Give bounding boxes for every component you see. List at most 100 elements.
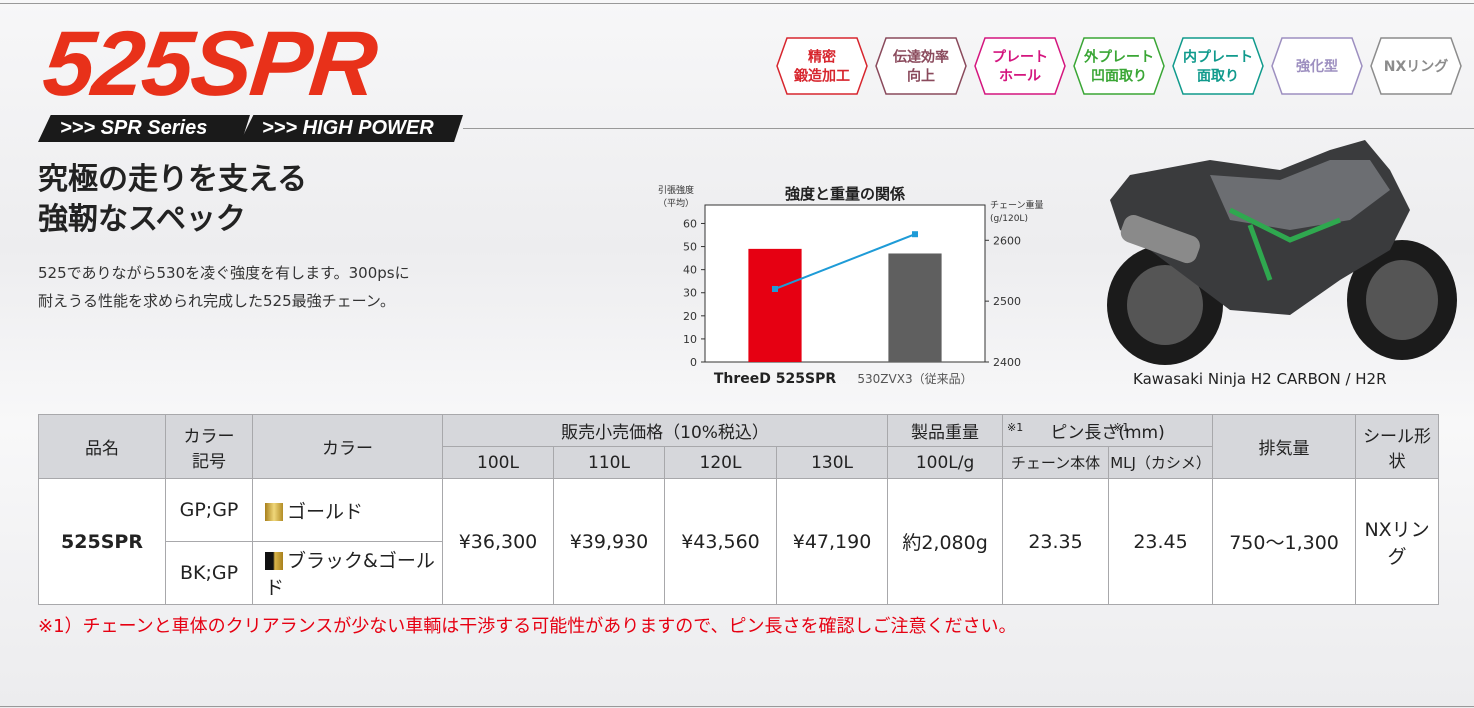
note-mark: ※1 bbox=[1113, 421, 1130, 434]
header-cell: 100L bbox=[442, 446, 554, 479]
description-line: 耐えうる性能を求められ完成した525最強チェーン。 bbox=[38, 292, 395, 310]
heading-line: 強靭なスペック bbox=[38, 202, 246, 237]
y-tick-label: 40 bbox=[683, 264, 697, 277]
header-cell: MLJ（カシメ） bbox=[1108, 446, 1214, 479]
badge-text: 面取り bbox=[1197, 69, 1239, 85]
bottom-rule bbox=[0, 706, 1474, 707]
y-tick-label: 0 bbox=[690, 356, 697, 369]
badge-text: 精密 bbox=[808, 49, 836, 66]
price: ¥36,300 bbox=[442, 478, 554, 605]
badge bbox=[974, 37, 1066, 95]
pin-value: 23.45 bbox=[1133, 530, 1188, 553]
badge-text: 向上 bbox=[907, 68, 935, 85]
pin-value: 23.35 bbox=[1028, 530, 1083, 553]
badge-text: 外プレート bbox=[1083, 49, 1154, 66]
top-rule bbox=[0, 3, 1474, 4]
header-cell: 製品重量 bbox=[887, 414, 1004, 447]
y-tick-label: 50 bbox=[683, 241, 697, 254]
header-cell: 排気量 bbox=[1212, 414, 1357, 479]
x-tick-label: ThreeD 525SPR bbox=[714, 371, 836, 387]
header-line: 記号 bbox=[192, 451, 226, 472]
color-cell: ゴールド bbox=[252, 478, 443, 542]
header-cell: カラー bbox=[252, 414, 443, 479]
badge-text: 内プレート bbox=[1183, 49, 1253, 66]
product-title: 525SPR bbox=[38, 13, 381, 115]
motorcycle-image bbox=[1107, 140, 1457, 365]
y2-axis-label: チェーン重量 bbox=[990, 199, 1044, 211]
y2-axis-label: (g/120L) bbox=[990, 214, 1028, 224]
seal: NXリング bbox=[1355, 478, 1440, 605]
badge-text: 強化型 bbox=[1296, 58, 1338, 75]
y-tick-label: 10 bbox=[683, 333, 697, 346]
header-cell: チェーン本体 bbox=[1002, 446, 1110, 479]
header-cell: 120L bbox=[664, 446, 777, 479]
header-cell: 100L/g bbox=[887, 446, 1004, 479]
y-axis-label: （平均） bbox=[658, 197, 694, 209]
badge-text: プレート bbox=[992, 50, 1048, 66]
y2-tick-label: 2500 bbox=[993, 295, 1021, 308]
color-code: GP;GP bbox=[165, 478, 253, 542]
heading-line: 究極の走りを支える bbox=[38, 162, 308, 197]
badge bbox=[1073, 37, 1165, 95]
header-rule bbox=[463, 128, 1474, 129]
note-mark: ※1 bbox=[1007, 421, 1024, 434]
header-cell: 110L bbox=[553, 446, 665, 479]
color-name: ゴールド bbox=[287, 500, 364, 523]
y2-tick-label: 2600 bbox=[993, 234, 1021, 247]
header-line: カラー bbox=[183, 426, 235, 447]
color-cell: ブラック&ゴールド bbox=[252, 541, 443, 605]
gold-swatch bbox=[265, 502, 283, 521]
line bbox=[774, 233, 916, 290]
y-tick-label: 60 bbox=[683, 217, 697, 230]
y-axis-label: 引張強度 bbox=[658, 184, 694, 196]
header-cell: 品名 bbox=[38, 414, 166, 479]
x-tick-label: 530ZVX3（従来品） bbox=[857, 372, 972, 386]
badge bbox=[1172, 37, 1264, 95]
badge-text: NXリング bbox=[1384, 58, 1449, 75]
header-cell: ピン長さ(mm) bbox=[1002, 414, 1214, 447]
product-name: 525SPR bbox=[38, 478, 166, 605]
badge-text: 凹面取り bbox=[1091, 69, 1147, 85]
y-tick-label: 20 bbox=[683, 310, 697, 323]
image-caption: Kawasaki Ninja H2 CARBON / H2R bbox=[1133, 370, 1387, 388]
line-point bbox=[912, 231, 918, 238]
color-code: BK;GP bbox=[165, 541, 253, 605]
header-cell: シール形状 bbox=[1355, 414, 1440, 479]
spec-table: 品名 カラー記号 カラー 販売小売価格（10%税込） 製品重量 ピン長さ(mm)… bbox=[38, 414, 1440, 605]
description: 525でありながら530を凌ぐ強度を有します。300psに 耐えうる性能を求めら… bbox=[38, 259, 410, 315]
series-tag: >>> HIGH POWER bbox=[240, 115, 463, 142]
displacement: 750〜1,300 bbox=[1212, 478, 1357, 605]
price: ¥43,560 bbox=[664, 478, 777, 605]
weight: 約2,080g bbox=[887, 478, 1004, 605]
series-tag: >>> SPR Series bbox=[38, 115, 250, 142]
chart-title: 強度と重量の関係 bbox=[785, 185, 906, 203]
badge bbox=[875, 37, 967, 95]
header-cell: 販売小売価格（10%税込） bbox=[441, 414, 889, 447]
badge-text: 伝達効率 bbox=[892, 49, 949, 66]
bar bbox=[748, 248, 802, 362]
heading: 究極の走りを支える 強靭なスペック bbox=[38, 160, 307, 240]
badge-text: 鍛造加工 bbox=[793, 68, 850, 85]
pin-body: ※1 23.35 bbox=[1002, 421, 1110, 605]
badge bbox=[1370, 37, 1462, 95]
badge-text: ホール bbox=[999, 69, 1041, 85]
line-point bbox=[772, 285, 778, 292]
badge bbox=[1271, 37, 1363, 95]
color-name: ブラック&ゴールド bbox=[265, 550, 435, 599]
price: ¥39,930 bbox=[553, 478, 665, 605]
y-tick-label: 30 bbox=[683, 287, 697, 300]
description-line: 525でありながら530を凌ぐ強度を有します。300psに bbox=[38, 264, 410, 282]
pin-mlj: ※1 23.45 bbox=[1108, 421, 1214, 605]
header-cell: カラー 記号 bbox=[165, 414, 253, 479]
price: ¥47,190 bbox=[775, 478, 889, 605]
badge bbox=[776, 37, 868, 95]
bar bbox=[888, 253, 942, 362]
chart: 強度と重量の関係 引張強度（平均） チェーン重量 (g/120L) 0 10 20 30 40 5… bbox=[658, 184, 1044, 387]
black-gold-swatch bbox=[265, 552, 283, 570]
header-cell: 130L bbox=[775, 446, 889, 479]
plot-frame bbox=[704, 204, 986, 363]
y2-tick-label: 2400 bbox=[993, 356, 1021, 369]
footnote: ※1）チェーンと車体のクリアランスが少ない車輌は干渉する可能性がありますので、ピ… bbox=[38, 616, 1017, 637]
